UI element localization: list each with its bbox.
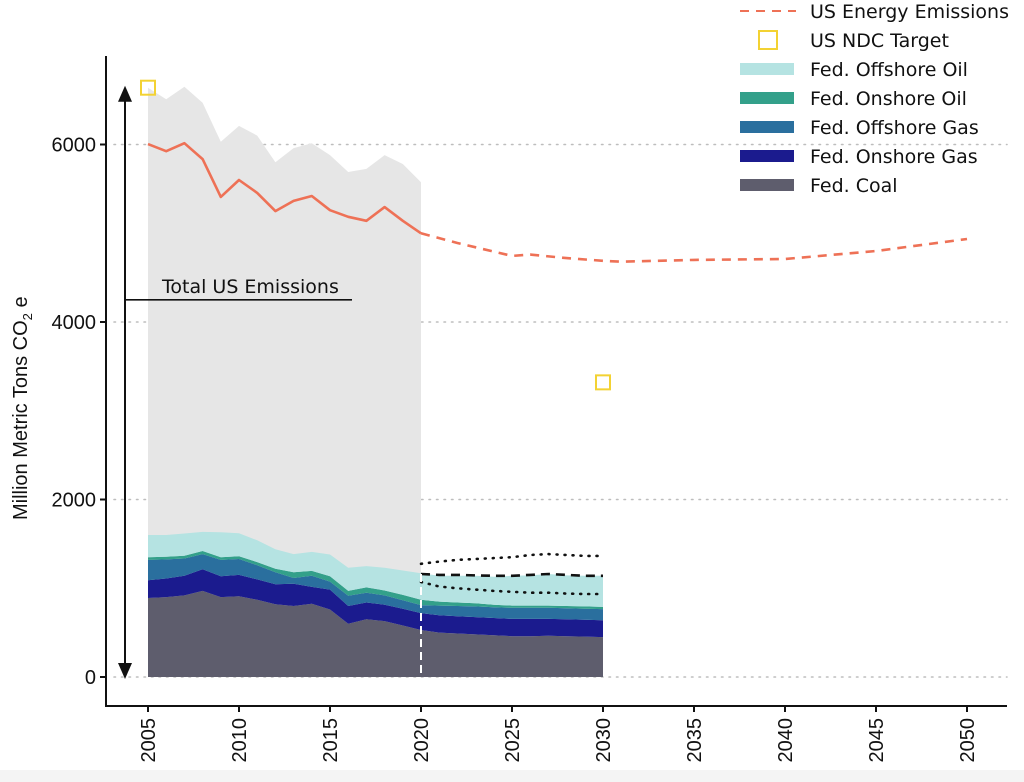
y-tick-label-4000: 4000 <box>52 312 97 334</box>
arrow-down-icon <box>118 663 132 679</box>
total-us-emissions-area <box>148 86 421 678</box>
us-energy-emissions-projected-line <box>420 232 968 264</box>
x-tick-label-2015: 2015 <box>320 718 342 763</box>
y-axis-title-subscript: 2 <box>20 313 35 320</box>
ndc-target-marker-2030 <box>595 374 611 391</box>
total-us-emissions-area-group <box>148 86 421 678</box>
x-tick-label-2040: 2040 <box>775 718 797 763</box>
x-tick-label-2030: 2030 <box>593 718 615 763</box>
legend-swatch-us-ndc-target <box>758 30 778 50</box>
y-tick-label-0: 0 <box>85 667 96 689</box>
legend-label-fed-onshore-gas: Fed. Onshore Gas <box>810 146 978 168</box>
legend-swatch-fed-onshore-oil <box>740 92 794 104</box>
x-tick-label-2020: 2020 <box>411 718 433 763</box>
legend-label-fed-offshore-gas: Fed. Offshore Gas <box>810 117 979 139</box>
ndc-target-marker-2005 <box>140 79 156 96</box>
y-axis-title-main: Million Metric Tons CO <box>10 320 32 520</box>
projection-central-line <box>420 572 603 578</box>
legend-label-fed-offshore-oil: Fed. Offshore Oil <box>810 59 968 81</box>
y-axis-title: Million Metric Tons CO2 e <box>10 296 35 520</box>
y-tick-labels: 0 2000 4000 6000 <box>52 135 97 690</box>
legend-swatch-fed-onshore-gas <box>740 150 794 162</box>
y-tick-label-6000: 6000 <box>52 135 97 157</box>
annotation-label: Total US Emissions <box>161 276 339 298</box>
legend-swatch-fed-offshore-gas <box>740 121 794 133</box>
gridlines <box>113 143 1008 678</box>
legend-label-fed-onshore-oil: Fed. Onshore Oil <box>810 88 967 110</box>
legend-swatch-fed-offshore-oil <box>740 63 794 75</box>
area-fed-coal <box>148 590 603 677</box>
ndc-target-markers <box>140 79 611 391</box>
x-tick-label-2045: 2045 <box>866 718 888 763</box>
legend-label-fed-coal: Fed. Coal <box>810 175 898 197</box>
projection-lower-bound-line <box>419 580 605 596</box>
x-tick-label-2005: 2005 <box>138 718 160 763</box>
us-energy-emissions-historical-line <box>147 141 422 235</box>
y-axis-title-tail: e <box>10 296 32 313</box>
total-emissions-annotation: Total US Emissions <box>118 85 352 679</box>
x-tick-label-2025: 2025 <box>502 718 524 763</box>
bottom-strip <box>0 770 1024 782</box>
x-tick-labels: 2005 2010 2015 2020 2025 2030 2035 2040 2045 2050 <box>138 718 979 763</box>
legend: US Energy Emissions US NDC Target Fed. Off… <box>740 1 1009 197</box>
legend-label-us-energy-emissions: US Energy Emissions <box>810 1 1009 23</box>
area-fed-onshore-gas <box>148 569 603 638</box>
area-fed-offshore-oil <box>148 531 603 607</box>
x-tick-label-2050: 2050 <box>957 718 979 763</box>
x-tick-label-2010: 2010 <box>229 718 251 763</box>
area-fed-offshore-gas <box>148 554 603 621</box>
axes <box>100 56 1007 712</box>
y-tick-label-2000: 2000 <box>52 490 97 512</box>
area-fed-onshore-oil <box>148 551 603 610</box>
us-energy-emissions-lines <box>147 141 968 264</box>
projection-upper-bound-line <box>419 552 605 566</box>
legend-label-us-ndc-target: US NDC Target <box>810 30 949 52</box>
x-tick-label-2035: 2035 <box>684 718 706 763</box>
projection-range-lines <box>419 552 605 596</box>
arrow-up-icon <box>118 85 132 102</box>
federal-stacked-areas <box>148 531 603 677</box>
legend-swatch-fed-coal <box>740 179 794 191</box>
